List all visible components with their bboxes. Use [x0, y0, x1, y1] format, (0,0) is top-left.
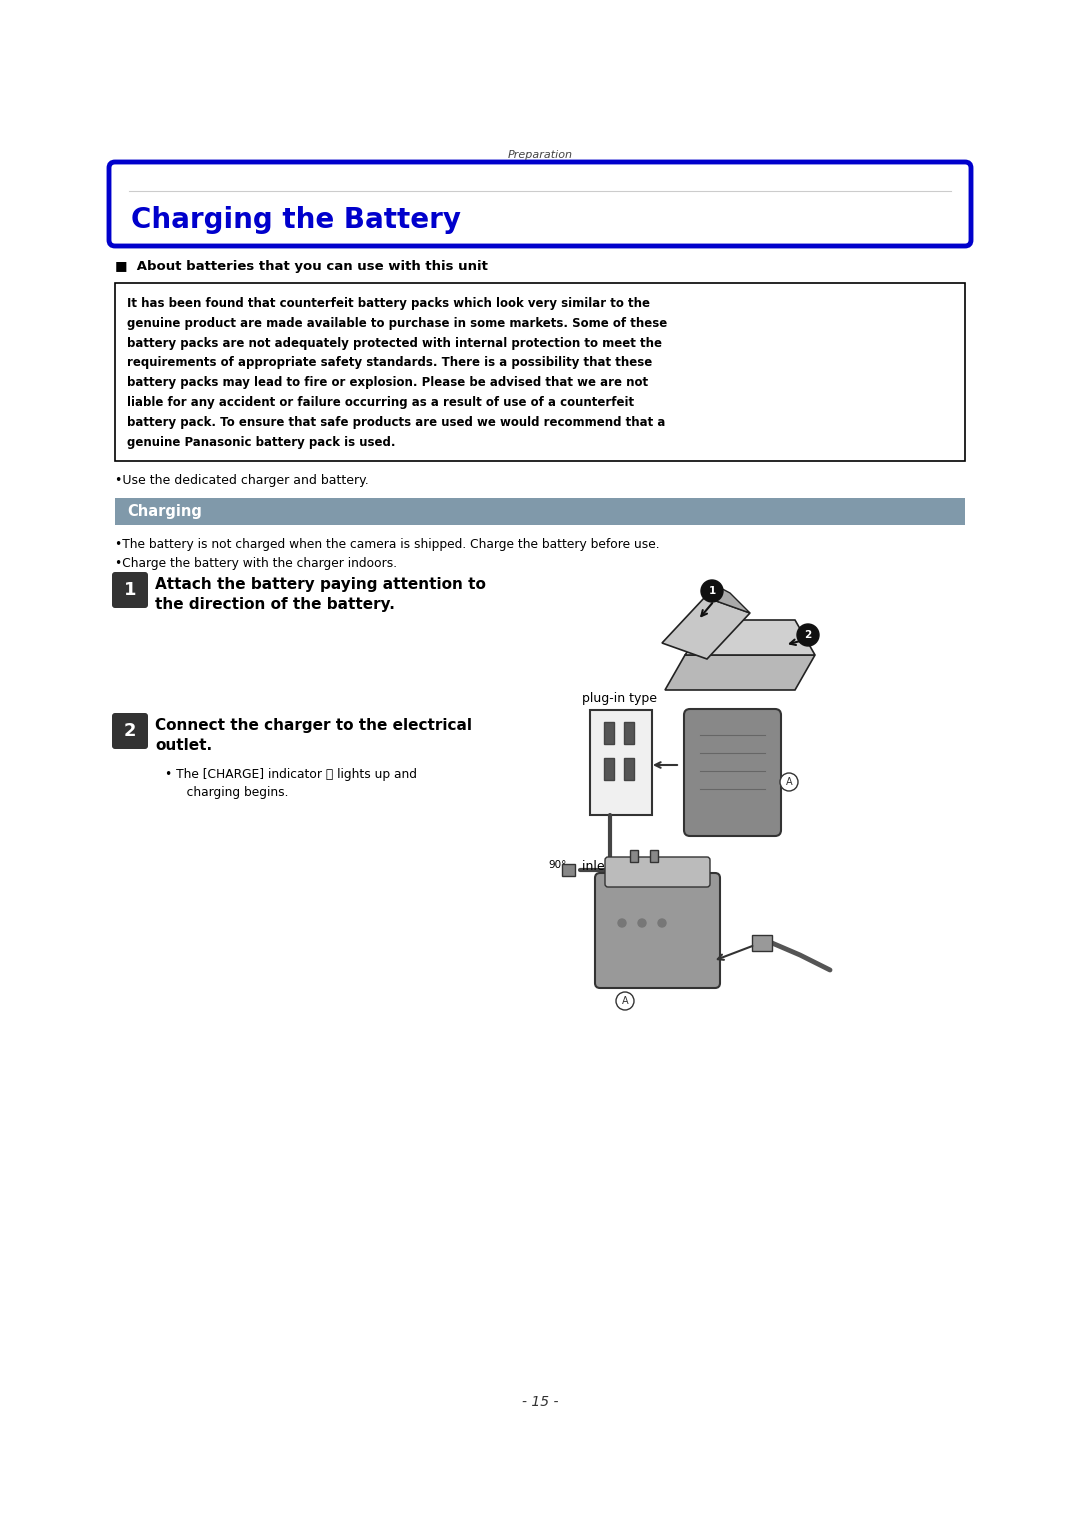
Text: outlet.: outlet. — [156, 739, 212, 752]
Text: genuine product are made available to purchase in some markets. Some of these: genuine product are made available to pu… — [127, 317, 667, 330]
Polygon shape — [752, 935, 772, 951]
Bar — [114, 497, 966, 525]
Text: A: A — [785, 777, 793, 787]
Text: charging begins.: charging begins. — [175, 786, 288, 800]
FancyBboxPatch shape — [112, 713, 148, 749]
Text: - 15 -: - 15 - — [522, 1395, 558, 1408]
Bar — [624, 722, 634, 745]
Text: Attach the battery paying attention to: Attach the battery paying attention to — [156, 577, 486, 592]
Text: battery pack. To ensure that safe products are used we would recommend that a: battery pack. To ensure that safe produc… — [127, 415, 665, 429]
Text: A: A — [622, 996, 629, 1006]
Text: 1: 1 — [124, 581, 136, 600]
Circle shape — [638, 919, 646, 926]
Bar — [630, 850, 638, 862]
FancyBboxPatch shape — [109, 162, 971, 246]
Circle shape — [701, 580, 723, 601]
Text: requirements of appropriate safety standards. There is a possibility that these: requirements of appropriate safety stand… — [127, 357, 652, 369]
Bar — [590, 710, 652, 815]
Circle shape — [797, 624, 819, 645]
Text: 1: 1 — [708, 586, 716, 597]
Text: • The [CHARGE] indicator Ⓐ lights up and: • The [CHARGE] indicator Ⓐ lights up and — [165, 768, 417, 781]
Text: •The battery is not charged when the camera is shipped. Charge the battery befor: •The battery is not charged when the cam… — [114, 539, 660, 551]
Text: battery packs may lead to fire or explosion. Please be advised that we are not: battery packs may lead to fire or explos… — [127, 377, 648, 389]
Polygon shape — [562, 864, 575, 876]
Bar — [604, 722, 615, 745]
Text: ■  About batteries that you can use with this unit: ■ About batteries that you can use with … — [114, 259, 488, 273]
Text: battery packs are not adequately protected with internal protection to meet the: battery packs are not adequately protect… — [127, 337, 662, 349]
Text: inlet type: inlet type — [582, 861, 642, 873]
Text: It has been found that counterfeit battery packs which look very similar to the: It has been found that counterfeit batte… — [127, 298, 650, 310]
Bar — [114, 282, 966, 461]
Polygon shape — [662, 597, 750, 659]
Circle shape — [616, 992, 634, 1010]
Text: plug-in type: plug-in type — [582, 691, 657, 705]
Text: •Use the dedicated charger and battery.: •Use the dedicated charger and battery. — [114, 475, 368, 487]
Text: 2: 2 — [124, 722, 136, 740]
Bar — [650, 850, 658, 862]
Circle shape — [658, 919, 666, 926]
Text: the direction of the battery.: the direction of the battery. — [156, 597, 395, 612]
Polygon shape — [665, 655, 815, 690]
Bar — [624, 758, 634, 780]
Text: genuine Panasonic battery pack is used.: genuine Panasonic battery pack is used. — [127, 435, 395, 449]
Text: Charging the Battery: Charging the Battery — [131, 206, 461, 233]
Text: Charging: Charging — [127, 504, 202, 519]
Text: •Charge the battery with the charger indoors.: •Charge the battery with the charger ind… — [114, 557, 397, 571]
FancyBboxPatch shape — [595, 873, 720, 987]
Text: Connect the charger to the electrical: Connect the charger to the electrical — [156, 719, 472, 732]
Bar — [604, 758, 615, 780]
Text: Preparation: Preparation — [508, 150, 572, 160]
Text: liable for any accident or failure occurring as a result of use of a counterfeit: liable for any accident or failure occur… — [127, 397, 634, 409]
FancyBboxPatch shape — [684, 710, 781, 836]
Circle shape — [618, 919, 626, 926]
Text: 2: 2 — [805, 630, 812, 639]
FancyBboxPatch shape — [112, 572, 148, 607]
Text: 90°: 90° — [548, 861, 566, 870]
Polygon shape — [705, 584, 750, 613]
Circle shape — [780, 774, 798, 790]
FancyBboxPatch shape — [605, 858, 710, 887]
Polygon shape — [685, 620, 815, 655]
